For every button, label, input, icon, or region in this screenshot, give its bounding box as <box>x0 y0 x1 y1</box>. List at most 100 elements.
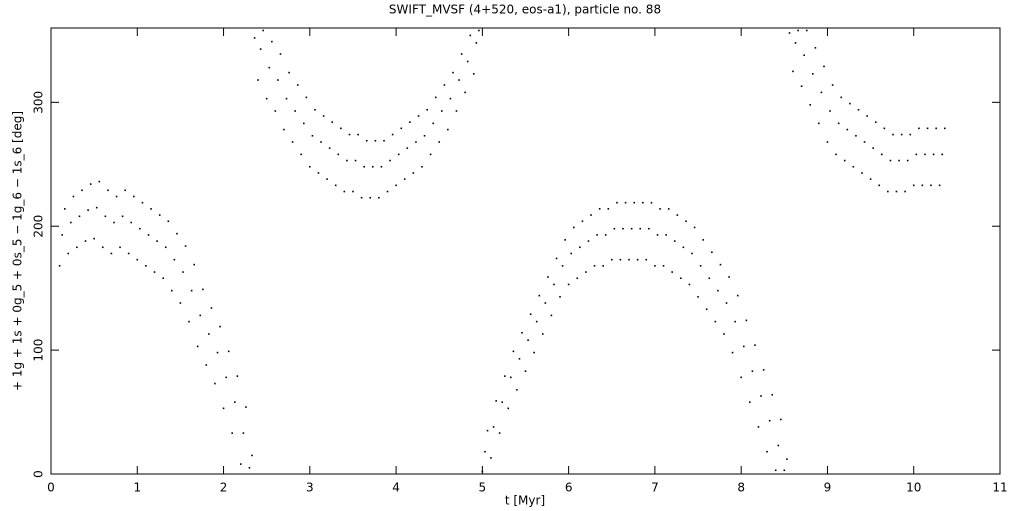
point <box>271 40 273 43</box>
point <box>697 296 699 298</box>
x-tick-label: 11 <box>992 481 1007 495</box>
point <box>331 121 334 123</box>
point <box>346 159 348 162</box>
point <box>869 178 872 180</box>
point <box>909 133 912 136</box>
point <box>380 165 383 168</box>
point <box>395 184 397 187</box>
point <box>374 139 377 142</box>
point <box>872 147 874 149</box>
point <box>521 331 523 334</box>
point <box>736 294 739 297</box>
point <box>309 165 311 168</box>
point <box>443 84 446 86</box>
point <box>70 221 72 224</box>
point <box>527 339 529 341</box>
point <box>671 271 673 273</box>
point <box>302 122 305 125</box>
point <box>481 470 484 473</box>
point <box>322 115 325 117</box>
point <box>731 351 734 354</box>
point <box>906 159 909 162</box>
x-tick-label: 5 <box>479 481 487 495</box>
point <box>222 407 225 410</box>
point <box>688 283 691 286</box>
point <box>277 79 279 81</box>
point <box>296 84 299 86</box>
point <box>930 184 932 187</box>
point <box>386 190 389 193</box>
point <box>656 234 659 236</box>
point <box>596 234 598 236</box>
point <box>742 345 745 348</box>
point <box>754 344 756 346</box>
point <box>469 34 472 37</box>
point <box>475 42 478 44</box>
point <box>205 364 208 366</box>
y-tick-label: 200 <box>32 215 46 238</box>
x-tick-label: 3 <box>306 481 314 495</box>
point <box>887 190 889 193</box>
point <box>107 189 109 192</box>
point <box>898 159 900 162</box>
point <box>464 91 466 94</box>
point <box>943 127 946 130</box>
point <box>210 307 213 309</box>
point <box>711 251 713 254</box>
point <box>598 208 601 210</box>
point <box>866 115 868 117</box>
point <box>524 370 527 372</box>
point <box>285 97 288 100</box>
point <box>67 252 70 255</box>
point <box>814 47 817 49</box>
point <box>283 128 285 131</box>
point <box>587 240 590 242</box>
point <box>636 258 639 261</box>
point <box>170 289 173 292</box>
point <box>176 232 178 235</box>
point <box>371 165 374 168</box>
point <box>492 426 495 428</box>
point <box>762 369 765 371</box>
point <box>518 357 521 360</box>
x-tick-label: 1 <box>133 481 141 495</box>
point <box>507 407 510 410</box>
point <box>64 208 66 210</box>
point <box>771 393 774 396</box>
point <box>268 66 271 69</box>
point <box>127 252 130 255</box>
point <box>262 29 265 32</box>
point <box>616 201 618 204</box>
point <box>340 127 342 130</box>
point <box>449 97 452 100</box>
point <box>158 214 161 216</box>
point <box>130 221 133 224</box>
point <box>95 206 98 209</box>
point <box>766 450 768 453</box>
point <box>257 79 259 81</box>
point <box>248 467 251 469</box>
x-tick-label: 8 <box>737 481 745 495</box>
point <box>803 54 805 57</box>
point <box>89 183 92 185</box>
point <box>852 165 855 168</box>
point <box>294 110 296 112</box>
point <box>679 277 682 280</box>
point <box>245 406 247 408</box>
point <box>360 196 363 199</box>
point <box>498 432 501 434</box>
point <box>573 226 575 229</box>
point <box>659 208 661 210</box>
point <box>648 227 650 230</box>
point <box>607 208 610 210</box>
point <box>233 401 236 403</box>
point <box>622 227 624 230</box>
point <box>150 208 152 210</box>
point <box>685 220 687 223</box>
point <box>265 97 268 100</box>
point <box>147 234 150 236</box>
point <box>788 32 791 34</box>
point <box>397 153 400 156</box>
point <box>846 128 849 131</box>
point <box>472 73 475 75</box>
